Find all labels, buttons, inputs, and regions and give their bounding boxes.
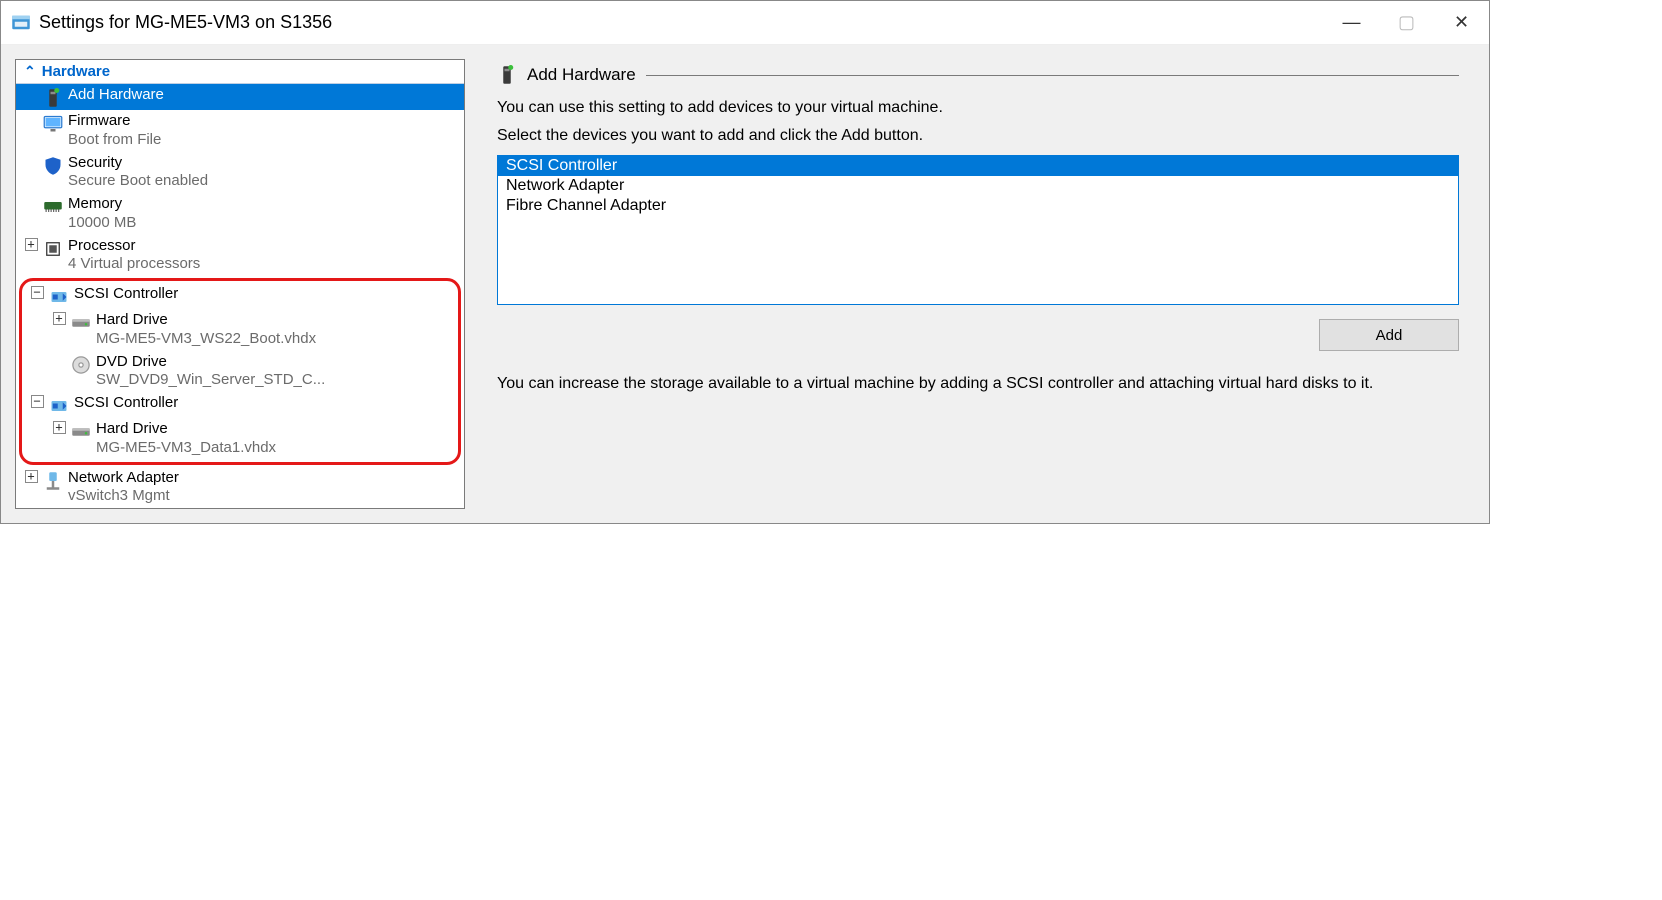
tree-label: Security: [68, 154, 458, 173]
tree-item-scsi2-hard-drive[interactable]: + Hard Drive MG-ME5-VM3_Data1.vhdx: [22, 418, 458, 460]
add-button[interactable]: Add: [1319, 319, 1459, 351]
tree-label: Processor: [68, 237, 458, 256]
tree-label: SCSI Controller: [74, 285, 452, 304]
tower-icon: [497, 65, 517, 85]
cpu-icon: [40, 237, 66, 259]
button-row: Add: [497, 319, 1459, 351]
tree-item-scsi-controller-1[interactable]: − SCSI Controller: [22, 283, 458, 309]
app-icon: [11, 13, 31, 33]
hardware-tree-panel: ⌃ Hardware Add Hardware Firmware Boot fr…: [15, 59, 465, 509]
tree-label: Firmware: [68, 112, 458, 131]
hdd-icon: [68, 420, 94, 442]
tree-item-scsi-controller-2[interactable]: − SCSI Controller: [22, 392, 458, 418]
tree-item-security[interactable]: Security Secure Boot enabled: [16, 152, 464, 194]
device-listbox[interactable]: SCSI Controller Network Adapter Fibre Ch…: [497, 155, 1459, 305]
content-area: ⌃ Hardware Add Hardware Firmware Boot fr…: [1, 45, 1489, 523]
monitor-icon: [40, 112, 66, 134]
header-divider: [646, 75, 1459, 76]
expand-icon[interactable]: +: [25, 470, 38, 483]
section-label: Hardware: [42, 63, 110, 80]
detail-body: You can use this setting to add devices …: [497, 99, 1459, 393]
detail-title: Add Hardware: [527, 65, 636, 85]
listbox-item-network-adapter[interactable]: Network Adapter: [498, 176, 1458, 196]
tree-label: Hard Drive: [96, 420, 452, 439]
shield-icon: [40, 154, 66, 176]
window-title-area: Settings for MG-ME5-VM3 on S1356: [11, 12, 1324, 33]
hardware-tree: Add Hardware Firmware Boot from File: [16, 84, 464, 508]
highlighted-scsi-region: − SCSI Controller + Hard Drive MG-ME5-VM…: [19, 278, 461, 465]
tree-item-add-hardware[interactable]: Add Hardware: [16, 84, 464, 110]
dvd-icon: [68, 353, 94, 375]
detail-panel: Add Hardware You can use this setting to…: [481, 59, 1475, 509]
collapse-section-icon: ⌃: [24, 63, 36, 80]
detail-header: Add Hardware: [497, 65, 1459, 85]
controller-icon: [46, 394, 72, 416]
title-bar: Settings for MG-ME5-VM3 on S1356 — ▢ ✕: [1, 1, 1489, 45]
tree-sublabel: 4 Virtual processors: [68, 255, 458, 274]
settings-window: Settings for MG-ME5-VM3 on S1356 — ▢ ✕ ⌃…: [0, 0, 1490, 524]
tree-label: Hard Drive: [96, 311, 452, 330]
controller-icon: [46, 285, 72, 307]
tree-sublabel: MG-ME5-VM3_WS22_Boot.vhdx: [96, 330, 452, 349]
expand-icon[interactable]: +: [53, 421, 66, 434]
tree-label: Add Hardware: [68, 86, 164, 103]
close-button[interactable]: ✕: [1434, 1, 1489, 45]
collapse-icon[interactable]: −: [31, 286, 44, 299]
tree-sublabel: Secure Boot enabled: [68, 172, 458, 191]
detail-instruction-text: Select the devices you want to add and c…: [497, 127, 1459, 145]
tree-sublabel: SW_DVD9_Win_Server_STD_C...: [96, 371, 452, 390]
ram-icon: [40, 195, 66, 217]
tree-item-scsi1-hard-drive[interactable]: + Hard Drive MG-ME5-VM3_WS22_Boot.vhdx: [22, 309, 458, 351]
window-title: Settings for MG-ME5-VM3 on S1356: [39, 12, 332, 33]
listbox-item-fibre-channel-adapter[interactable]: Fibre Channel Adapter: [498, 196, 1458, 216]
tower-icon: [40, 86, 66, 108]
detail-intro-text: You can use this setting to add devices …: [497, 99, 1459, 117]
tree-item-processor[interactable]: + Processor 4 Virtual processors: [16, 235, 464, 277]
minimize-button[interactable]: —: [1324, 1, 1379, 45]
nic-icon: [40, 469, 66, 491]
listbox-item-scsi-controller[interactable]: SCSI Controller: [498, 156, 1458, 176]
tree-sublabel: vSwitch3 Mgmt: [68, 487, 458, 506]
expand-icon[interactable]: +: [53, 312, 66, 325]
tree-label: SCSI Controller: [74, 394, 452, 413]
tree-item-memory[interactable]: Memory 10000 MB: [16, 193, 464, 235]
tree-item-firmware[interactable]: Firmware Boot from File: [16, 110, 464, 152]
tree-label: Memory: [68, 195, 458, 214]
expand-icon[interactable]: +: [25, 238, 38, 251]
tree-sublabel: MG-ME5-VM3_Data1.vhdx: [96, 439, 452, 458]
hdd-icon: [68, 311, 94, 333]
tree-sublabel: Boot from File: [68, 131, 458, 150]
tree-label: Network Adapter: [68, 469, 458, 488]
tree-label: DVD Drive: [96, 353, 452, 372]
tree-item-scsi1-dvd-drive[interactable]: DVD Drive SW_DVD9_Win_Server_STD_C...: [22, 351, 458, 393]
section-header-hardware[interactable]: ⌃ Hardware: [16, 60, 464, 84]
detail-footer-text: You can increase the storage available t…: [497, 375, 1459, 393]
maximize-button[interactable]: ▢: [1379, 1, 1434, 45]
tree-item-network-adapter[interactable]: + Network Adapter vSwitch3 Mgmt: [16, 467, 464, 509]
collapse-icon[interactable]: −: [31, 395, 44, 408]
tree-sublabel: 10000 MB: [68, 214, 458, 233]
